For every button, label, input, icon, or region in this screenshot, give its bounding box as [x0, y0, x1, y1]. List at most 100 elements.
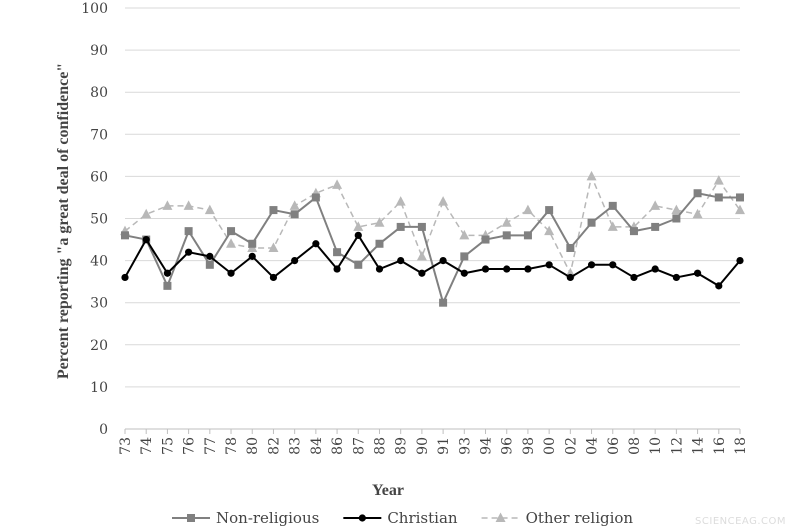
data-point-christian	[736, 257, 744, 265]
x-tick-label: 82	[266, 437, 282, 455]
data-point-non-religious	[736, 193, 744, 202]
data-point-other-religion	[395, 196, 406, 206]
data-point-non-religious	[608, 201, 617, 210]
x-tick-label: 14	[691, 437, 707, 455]
data-point-non-religious	[205, 260, 214, 269]
data-point-non-religious	[481, 235, 490, 244]
x-tick-label: 16	[712, 437, 728, 455]
data-point-non-religious	[333, 248, 342, 257]
data-point-christian	[227, 269, 235, 277]
y-tick-label: 70	[90, 127, 108, 143]
y-tick-label: 10	[90, 380, 108, 396]
x-tick-label: 93	[457, 437, 473, 455]
legend-item-other-religion: Other religion	[481, 509, 634, 527]
data-point-other-religion	[141, 208, 152, 219]
data-point-other-religion	[586, 170, 597, 181]
y-tick-label: 80	[90, 85, 108, 101]
x-tick-label: 84	[309, 437, 325, 455]
x-tick-label: 96	[500, 437, 516, 455]
data-point-other-religion	[522, 204, 533, 215]
y-tick-label: 40	[90, 254, 108, 270]
legend-marker-other-religion	[495, 512, 506, 522]
data-point-non-religious	[354, 260, 363, 269]
x-tick-label: 76	[182, 437, 198, 455]
legend-label: Christian	[387, 509, 458, 527]
data-point-non-religious	[269, 206, 278, 215]
data-point-christian	[715, 282, 723, 290]
legend-marker-christian	[358, 514, 366, 522]
legend-item-christian: Christian	[343, 509, 458, 527]
data-point-non-religious	[587, 218, 596, 227]
legend-label: Non-religious	[216, 509, 319, 527]
x-tick-label: 73	[118, 437, 134, 455]
data-point-christian	[375, 265, 384, 273]
data-point-non-religious	[290, 210, 299, 219]
data-point-other-religion	[459, 229, 470, 240]
x-tick-label: 86	[330, 437, 346, 455]
data-point-christian	[545, 261, 553, 269]
x-tick-label: 90	[415, 437, 431, 455]
data-point-non-religious	[523, 231, 532, 240]
data-point-other-religion	[692, 208, 703, 219]
data-point-christian	[481, 265, 490, 273]
x-tick-label: 83	[288, 437, 304, 455]
data-point-other-religion	[289, 200, 300, 210]
data-point-non-religious	[629, 227, 638, 236]
y-tick-label: 30	[90, 296, 108, 312]
data-point-christian	[566, 273, 574, 282]
y-tick-label: 60	[90, 169, 108, 185]
legend-item-non-religious: Non-religious	[172, 509, 319, 527]
series-layer	[120, 170, 745, 307]
data-point-other-religion	[374, 217, 385, 227]
data-point-other-religion	[162, 200, 173, 210]
x-tick-label: 87	[351, 437, 367, 455]
x-tick-label: 94	[479, 437, 495, 455]
data-point-christian	[248, 252, 256, 260]
y-tick-label: 50	[90, 212, 108, 228]
data-point-other-religion	[607, 221, 618, 231]
x-axis-ticks: 73 74 75 76 77 78 80 82 83 84 86 87 88 89 90 91 93 94 96 98…	[118, 429, 749, 455]
data-point-non-religious	[693, 189, 702, 198]
data-point-other-religion	[650, 200, 661, 210]
data-point-christian	[693, 269, 702, 277]
x-tick-label: 89	[394, 437, 410, 455]
data-point-non-religious	[163, 281, 172, 290]
series-christian	[121, 231, 744, 290]
data-point-other-religion	[416, 250, 427, 261]
y-axis-title: Percent reporting "a great deal of confi…	[55, 63, 72, 379]
x-tick-label: 80	[245, 437, 261, 455]
data-point-christian	[121, 273, 129, 282]
data-point-non-religious	[672, 214, 681, 223]
series-line-other-religion	[124, 175, 741, 274]
series-line-christian	[124, 234, 741, 287]
x-tick-label: 04	[585, 437, 601, 455]
data-point-christian	[354, 231, 362, 239]
y-tick-label: 100	[81, 1, 108, 17]
x-tick-label: 10	[648, 437, 664, 455]
data-point-non-religious	[545, 206, 554, 215]
x-tick-label: 78	[224, 437, 240, 455]
data-point-non-religious	[375, 239, 384, 248]
data-point-christian	[269, 273, 278, 282]
series-line-non-religious	[124, 192, 740, 304]
legend-label: Other religion	[526, 509, 634, 527]
data-point-non-religious	[184, 227, 193, 236]
data-point-christian	[439, 257, 447, 265]
data-point-other-religion	[501, 217, 512, 227]
data-point-non-religious	[121, 231, 129, 240]
data-point-christian	[418, 269, 426, 277]
data-point-other-religion	[183, 200, 194, 210]
data-point-non-religious	[439, 298, 448, 307]
data-point-non-religious	[417, 222, 426, 231]
x-tick-label: 02	[563, 437, 579, 455]
data-point-christian	[524, 265, 532, 273]
x-tick-label: 18	[733, 437, 749, 455]
data-point-non-religious	[502, 231, 511, 240]
data-point-christian	[163, 269, 172, 277]
data-point-christian	[630, 273, 638, 282]
data-point-non-religious	[651, 222, 660, 231]
data-point-christian	[651, 265, 659, 273]
x-tick-label: 91	[436, 437, 452, 455]
x-tick-label: 08	[627, 437, 643, 455]
